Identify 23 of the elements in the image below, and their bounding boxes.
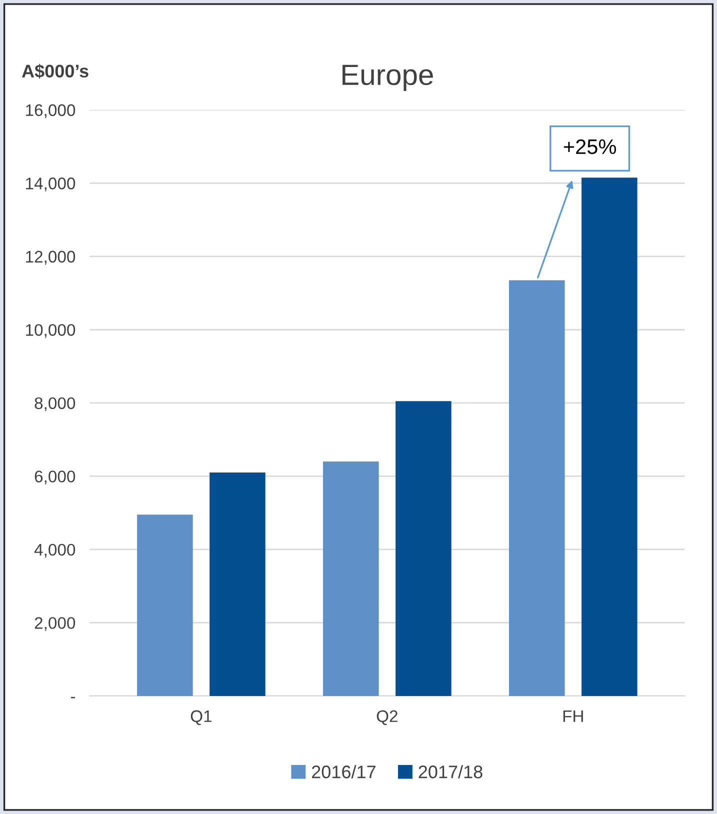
bar: [323, 462, 379, 696]
bar: [508, 280, 565, 696]
bar: [396, 401, 452, 696]
bar: [582, 178, 638, 696]
y-tick-label: 14,000: [26, 178, 76, 192]
y-tick-label: 2,000: [34, 617, 76, 631]
x-tick-label: Q1: [190, 710, 212, 726]
x-tick-label: FH: [563, 710, 583, 722]
annotation: +25%: [564, 139, 616, 154]
bar: [137, 514, 193, 696]
bar: [210, 472, 266, 696]
legend-label: 2016/17: [312, 765, 376, 778]
legend-label: 2017/18: [418, 765, 482, 778]
y-tick-label: -: [70, 696, 75, 698]
y-axis-title: A$000’s: [22, 64, 88, 79]
y-tick-label: 16,000: [26, 104, 76, 118]
x-tick-label: Q2: [376, 710, 398, 726]
chart-title: Europe: [342, 64, 433, 91]
y-tick-label: 10,000: [26, 324, 76, 338]
y-tick-label: 4,000: [34, 544, 76, 558]
y-tick-label: 6,000: [34, 470, 76, 484]
y-tick-label: 12,000: [26, 250, 76, 265]
y-tick-label: 8,000: [34, 397, 76, 412]
